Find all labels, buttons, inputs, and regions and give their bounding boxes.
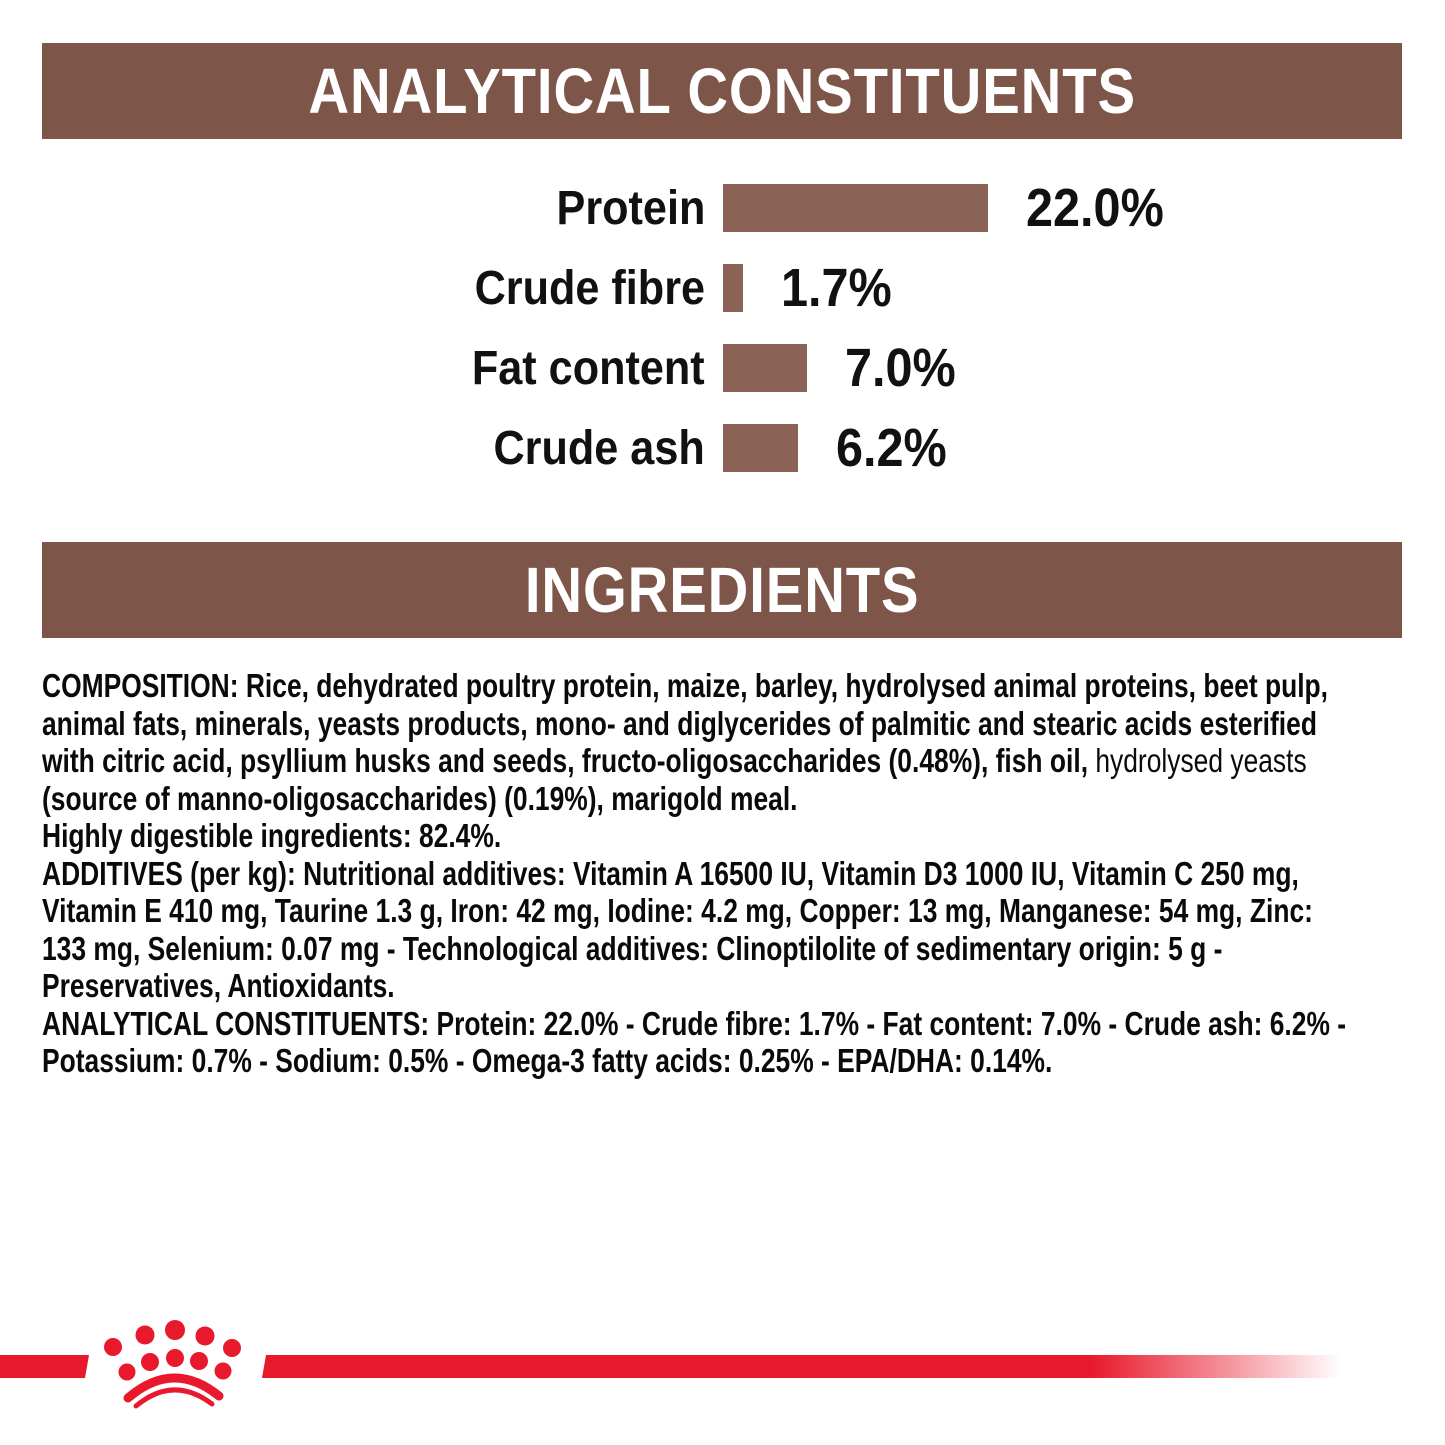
chart-bar bbox=[723, 264, 744, 312]
ingredients-text: COMPOSITION: Rice, dehydrated poultry pr… bbox=[42, 667, 1442, 1080]
chart-row-value: 6.2% bbox=[835, 418, 947, 478]
chart-row: Fat content 7.0% bbox=[0, 338, 1445, 398]
brand-rule-left bbox=[0, 1355, 89, 1378]
ingredients-header-title: INGREDIENTS bbox=[524, 554, 920, 626]
ingredients-line: COMPOSITION: Rice, dehydrated poultry pr… bbox=[42, 667, 1329, 704]
ingredients-line: with citric acid, psyllium husks and see… bbox=[42, 742, 1307, 779]
chart-bar bbox=[723, 184, 989, 232]
ingredients-line: Vitamin E 410 mg, Taurine 1.3 g, Iron: 4… bbox=[42, 892, 1313, 929]
chart-row: Crude ash 6.2% bbox=[0, 418, 1445, 478]
chart-bar bbox=[723, 344, 808, 392]
ingredients-line: animal fats, minerals, yeasts products, … bbox=[42, 704, 1317, 742]
ingredients-line: 133 mg, Selenium: 0.07 mg - Technologica… bbox=[42, 929, 1223, 967]
ingredients-line: (source of manno-oligosaccharides) (0.19… bbox=[42, 779, 798, 817]
analytical-header-title: ANALYTICAL CONSTITUENTS bbox=[308, 55, 1136, 127]
ingredients-line: ADDITIVES (per kg): Nutritional additive… bbox=[42, 854, 1299, 892]
chart-row-label: Protein bbox=[556, 181, 705, 235]
chart-row: Crude fibre 1.7% bbox=[0, 258, 1445, 318]
chart-row: Protein 22.0% bbox=[0, 178, 1445, 238]
ingredients-line: Highly digestible ingredients: 82.4%. bbox=[42, 817, 502, 854]
chart-bar bbox=[723, 424, 798, 472]
chart-row-label: Crude fibre bbox=[474, 261, 705, 315]
analytical-header-bar: ANALYTICAL CONSTITUENTS bbox=[42, 43, 1402, 139]
ingredients-line: Potassium: 0.7% - Sodium: 0.5% - Omega-3… bbox=[42, 1042, 1053, 1079]
brand-rule-right bbox=[262, 1355, 1352, 1378]
ingredients-line: Preservatives, Antioxidants. bbox=[42, 967, 395, 1004]
chart-row-value: 22.0% bbox=[1026, 178, 1164, 238]
ingredients-header-bar: INGREDIENTS bbox=[42, 542, 1402, 638]
chart-row-label: Fat content bbox=[472, 341, 705, 395]
chart-row-value: 7.0% bbox=[845, 338, 957, 398]
ingredients-line: ANALYTICAL CONSTITUENTS: Protein: 22.0% … bbox=[42, 1004, 1347, 1042]
chart-row-label: Crude ash bbox=[493, 421, 705, 475]
royal-canin-crown-icon bbox=[104, 1320, 241, 1409]
chart-row-value: 1.7% bbox=[781, 258, 893, 318]
